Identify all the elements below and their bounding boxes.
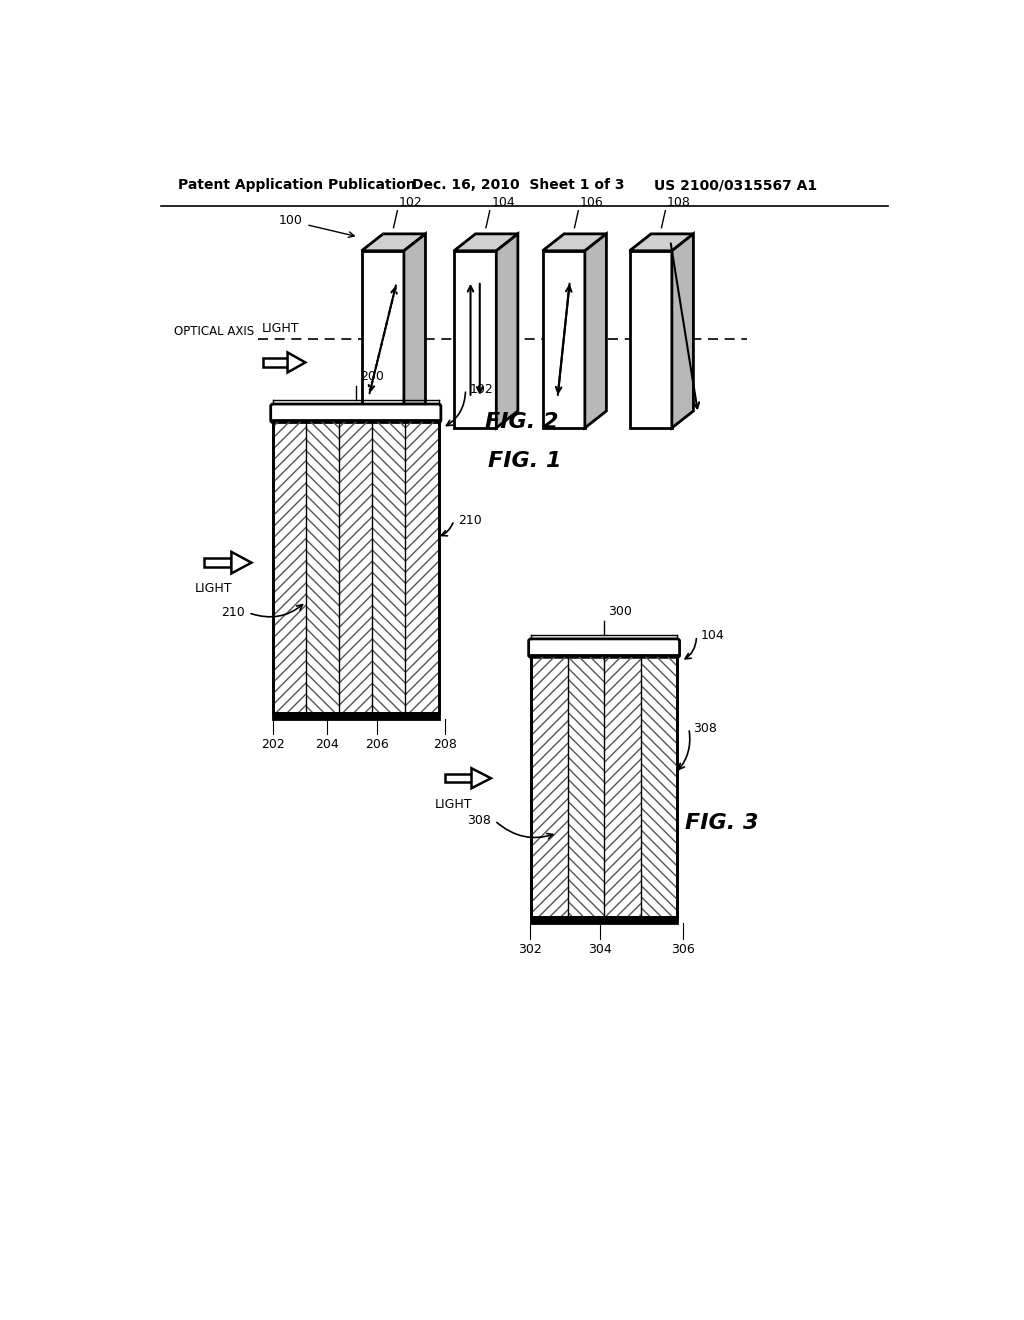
- Text: FIG. 3: FIG. 3: [685, 813, 759, 833]
- Text: 304: 304: [589, 942, 612, 956]
- Bar: [273, 420, 438, 713]
- Text: 104: 104: [492, 197, 515, 209]
- Text: FIG. 1: FIG. 1: [488, 451, 561, 471]
- Text: Patent Application Publication: Patent Application Publication: [178, 178, 416, 193]
- Text: LIGHT: LIGHT: [262, 322, 299, 335]
- Bar: [306, 420, 339, 713]
- Polygon shape: [471, 768, 490, 788]
- Text: US 2100/0315567 A1: US 2100/0315567 A1: [654, 178, 817, 193]
- Text: 300: 300: [608, 605, 632, 618]
- Text: 308: 308: [467, 814, 490, 828]
- Text: LIGHT: LIGHT: [195, 582, 232, 595]
- Text: 102: 102: [469, 383, 494, 396]
- Text: 308: 308: [692, 722, 717, 735]
- Polygon shape: [231, 552, 252, 573]
- Polygon shape: [672, 234, 693, 428]
- Polygon shape: [585, 234, 606, 428]
- Text: 202: 202: [261, 738, 285, 751]
- Text: 204: 204: [315, 738, 339, 751]
- Polygon shape: [630, 234, 693, 251]
- Bar: [204, 558, 231, 568]
- Text: 102: 102: [399, 197, 423, 209]
- Bar: [373, 420, 406, 713]
- Text: 210: 210: [221, 606, 245, 619]
- Bar: [641, 655, 677, 917]
- Bar: [273, 713, 438, 719]
- Bar: [531, 655, 567, 917]
- Text: 108: 108: [667, 197, 691, 209]
- Text: Dec. 16, 2010  Sheet 1 of 3: Dec. 16, 2010 Sheet 1 of 3: [412, 178, 624, 193]
- Text: 100: 100: [279, 214, 302, 227]
- Bar: [604, 655, 641, 917]
- Polygon shape: [288, 352, 305, 372]
- Text: 302: 302: [518, 942, 542, 956]
- Polygon shape: [497, 234, 518, 428]
- Text: 208: 208: [433, 738, 457, 751]
- Bar: [531, 655, 677, 917]
- Text: 106: 106: [580, 197, 603, 209]
- Text: OPTICAL AXIS: OPTICAL AXIS: [174, 325, 254, 338]
- Polygon shape: [543, 251, 585, 428]
- Polygon shape: [403, 234, 425, 428]
- Polygon shape: [361, 234, 425, 251]
- FancyBboxPatch shape: [528, 639, 680, 657]
- Text: 200: 200: [359, 370, 384, 383]
- Text: 206: 206: [366, 738, 389, 751]
- Bar: [567, 655, 604, 917]
- Polygon shape: [630, 251, 672, 428]
- FancyBboxPatch shape: [270, 404, 441, 422]
- Bar: [406, 420, 438, 713]
- Text: 210: 210: [458, 513, 481, 527]
- Bar: [339, 420, 373, 713]
- Polygon shape: [454, 234, 518, 251]
- Text: 104: 104: [700, 630, 724, 643]
- Bar: [263, 358, 288, 367]
- Text: LIGHT: LIGHT: [435, 797, 473, 810]
- Polygon shape: [361, 251, 403, 428]
- Text: 306: 306: [672, 942, 695, 956]
- Bar: [273, 420, 438, 713]
- Polygon shape: [543, 234, 606, 251]
- Text: FIG. 2: FIG. 2: [484, 412, 558, 433]
- Bar: [444, 774, 471, 783]
- Polygon shape: [454, 251, 497, 428]
- Bar: [273, 420, 306, 713]
- Bar: [531, 655, 677, 917]
- Bar: [531, 917, 677, 923]
